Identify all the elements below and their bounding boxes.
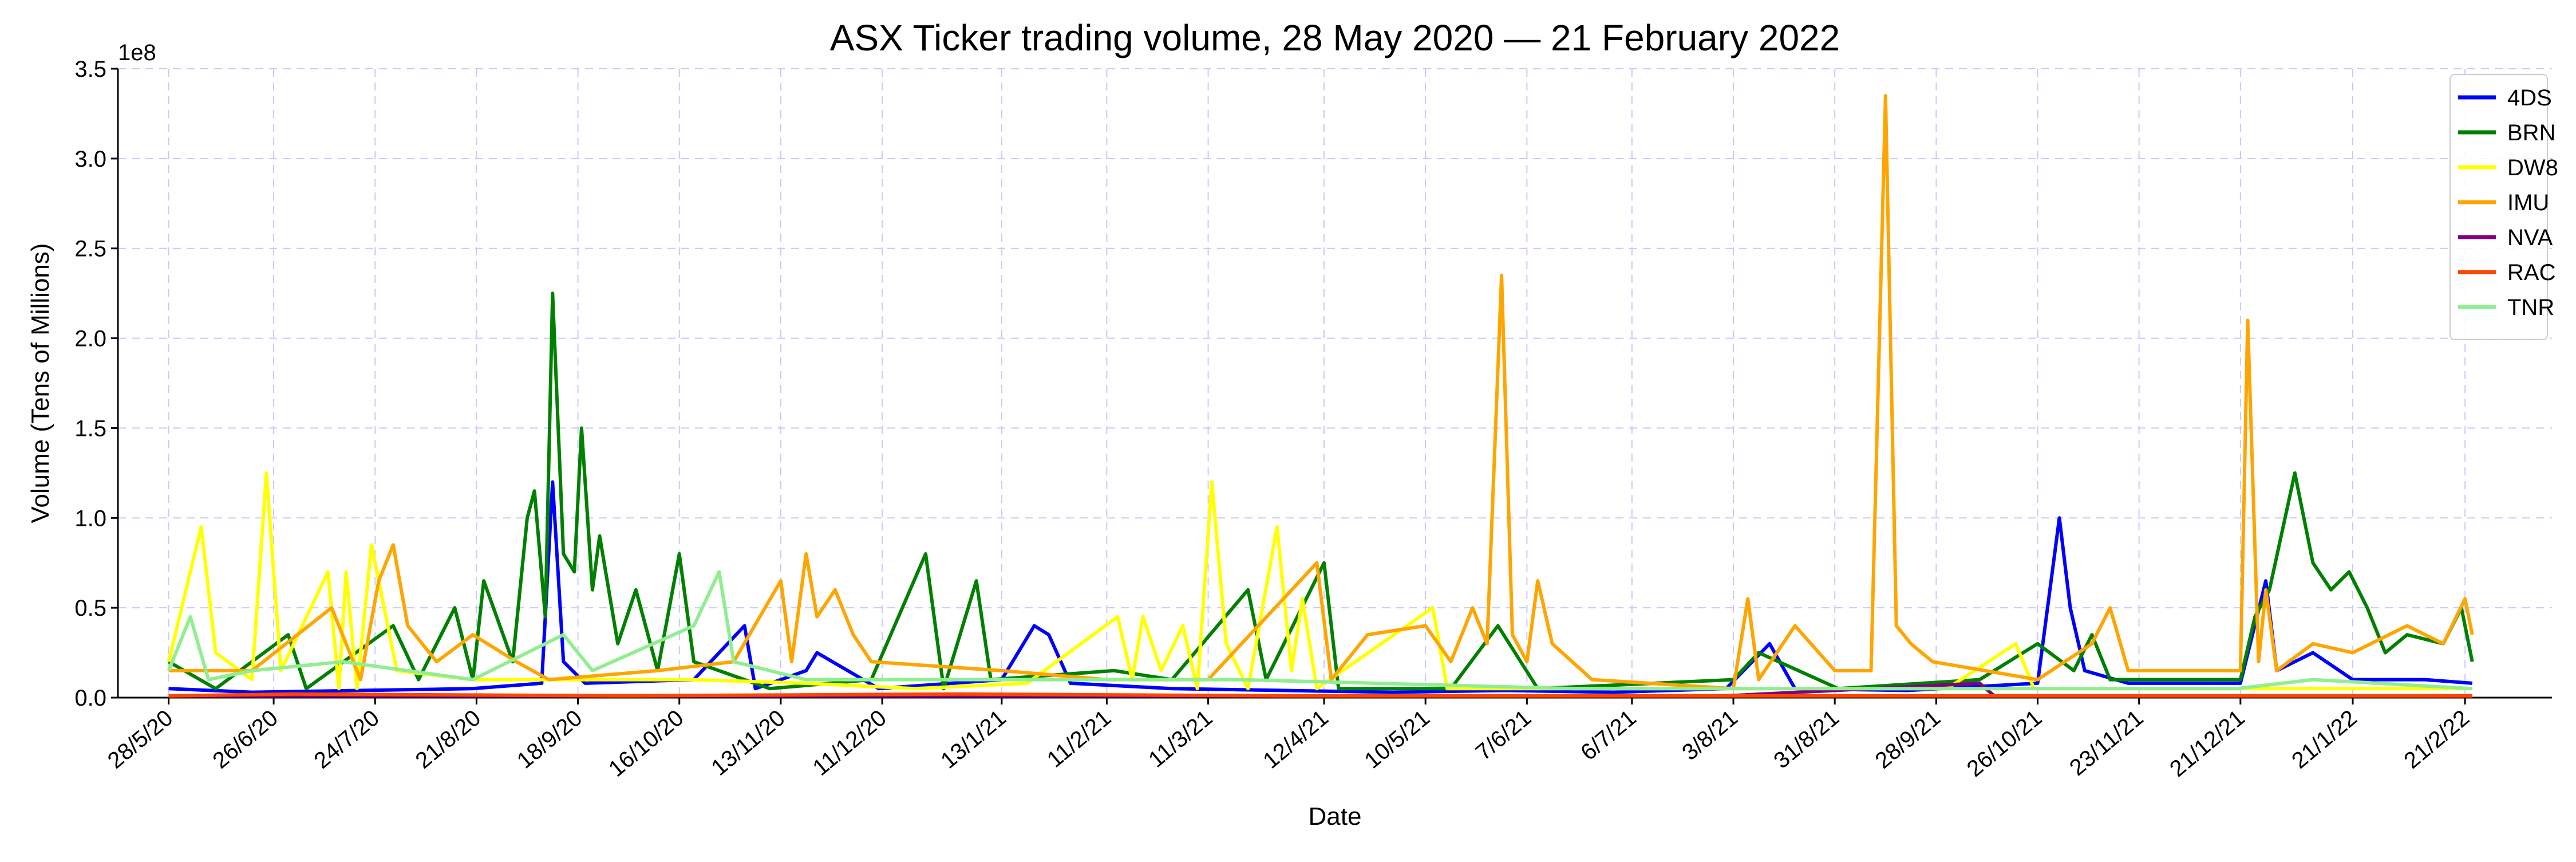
legend-label: TNR (2507, 295, 2554, 320)
y-tick-label: 3.5 (74, 57, 106, 82)
y-tick-label: 2.0 (74, 326, 106, 352)
legend-label: NVA (2507, 225, 2553, 250)
series-line-4ds (168, 480, 2473, 694)
legend-label: 4DS (2507, 85, 2552, 111)
y-tick-label: 0.5 (74, 596, 106, 621)
y-axis-label: Volume (Tens of Millions) (26, 243, 54, 523)
chart-title: ASX Ticker trading volume, 28 May 2020 —… (830, 17, 1840, 58)
axes-layer (117, 69, 2552, 699)
series-line-imu (168, 94, 2474, 691)
y-tick-label: 2.5 (74, 237, 106, 262)
legend: 4DS BRN DW8 IMU NVA RAC TNR (2449, 74, 2558, 340)
y-offset-text: 1e8 (118, 40, 156, 65)
y-tick-label: 0.0 (74, 686, 106, 711)
legend-label: RAC (2507, 260, 2555, 285)
y-tick-label: 1.5 (74, 416, 106, 441)
x-axis-label: Date (1309, 802, 1362, 830)
legend-label: IMU (2507, 190, 2549, 215)
legend-label: BRN (2507, 120, 2555, 145)
y-tick-label: 1.0 (74, 506, 106, 531)
series-line-tnr (167, 570, 2472, 691)
y-tick-label: 3.0 (74, 147, 106, 172)
series-layer (167, 94, 2474, 698)
legend-label: DW8 (2507, 155, 2558, 180)
series-line-rac (168, 692, 2472, 698)
grid-layer (118, 68, 2552, 698)
